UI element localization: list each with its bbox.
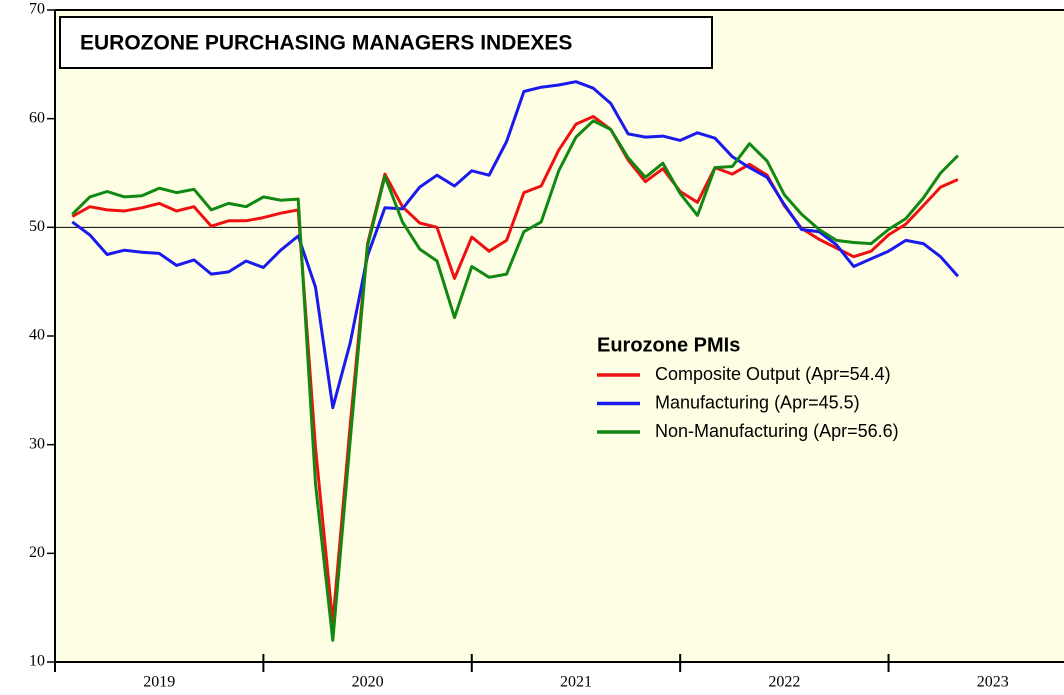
y-tick-label: 30 bbox=[29, 435, 45, 452]
y-tick-label: 60 bbox=[29, 109, 45, 126]
y-tick-label: 70 bbox=[29, 1, 45, 18]
x-tick-label: 2019 bbox=[143, 674, 175, 691]
legend-label: Non-Manufacturing (Apr=56.6) bbox=[655, 421, 899, 441]
plot-area bbox=[55, 10, 1064, 662]
series-line bbox=[71, 80, 960, 410]
legend-label: Composite Output (Apr=54.4) bbox=[655, 364, 891, 384]
legend-label: Manufacturing (Apr=45.5) bbox=[655, 392, 860, 412]
legend-title: Eurozone PMIs bbox=[597, 334, 740, 356]
x-tick-label: 2023 bbox=[977, 674, 1009, 691]
y-tick-label: 10 bbox=[29, 653, 45, 670]
chart-title: EUROZONE PURCHASING MANAGERS INDEXES bbox=[80, 32, 572, 55]
y-tick-label: 40 bbox=[29, 327, 45, 344]
series-line bbox=[71, 119, 959, 642]
y-tick-label: 20 bbox=[29, 544, 45, 561]
x-tick-label: 2021 bbox=[560, 674, 592, 691]
x-tick-label: 2020 bbox=[352, 674, 384, 691]
title-box bbox=[59, 16, 713, 69]
y-tick-label: 50 bbox=[29, 218, 45, 235]
x-tick-label: 2022 bbox=[768, 674, 800, 691]
series-line bbox=[71, 115, 959, 625]
